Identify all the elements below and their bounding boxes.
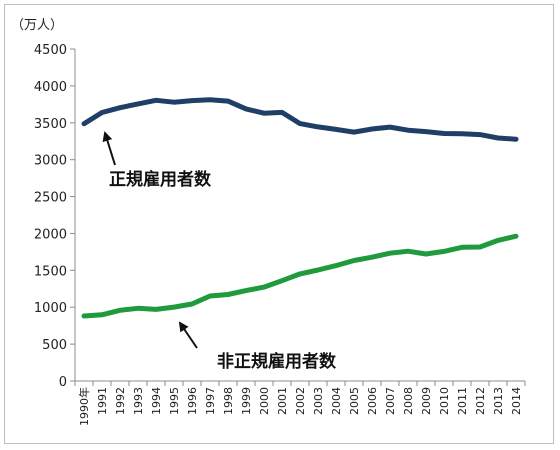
x-tick-label: 1999 <box>240 387 253 415</box>
annotation-arrow <box>178 321 198 349</box>
y-tick-label: 4500 <box>34 43 67 58</box>
x-tick-label: 1991 <box>96 387 109 415</box>
x-tick-label: 1994 <box>150 387 163 415</box>
x-tick-label: 2008 <box>402 387 415 415</box>
annotation-label: 非正規雇用者数 <box>217 351 337 372</box>
x-tick-label: 2001 <box>276 387 289 415</box>
y-axis: 0 500 1000 1500 2000 2500 3000 3500 4000 4500 <box>34 43 76 390</box>
x-tick-label: 2009 <box>420 387 433 415</box>
x-tick-label: 2013 <box>492 387 505 415</box>
x-tick-label: 1993 <box>132 387 145 415</box>
y-tick-label: 2000 <box>34 227 67 242</box>
annotation-label: 正規雇用者数 <box>109 169 212 190</box>
x-tick-label: 2014 <box>510 387 523 415</box>
line-chart: （万人） 0 500 1000 1500 2000 2500 3000 3500 4000 450… <box>11 18 526 426</box>
y-tick-label: 0 <box>59 375 67 390</box>
unit-label: （万人） <box>11 18 63 33</box>
y-tick-label: 1500 <box>34 264 67 279</box>
x-tick-label: 2010 <box>438 387 451 415</box>
chart-frame: （万人） 0 500 1000 1500 2000 2500 3000 3500 4000 450… <box>4 4 554 444</box>
y-tick-label: 1000 <box>34 301 67 316</box>
x-tick-label: 2003 <box>312 387 325 415</box>
x-tick-label: 2004 <box>330 387 343 415</box>
x-tick-label: 2007 <box>384 387 397 415</box>
x-tick-label: 1998 <box>222 387 235 415</box>
x-tick-label: 2006 <box>366 387 379 415</box>
x-tick-label: 2005 <box>348 387 361 415</box>
annotation-arrow <box>102 131 116 166</box>
x-tick-label: 1992 <box>114 387 127 415</box>
x-tick-label: 2000 <box>258 387 271 415</box>
x-axis: 1990年 1991 1992 1993 1994 1995 1996 1997 1998 199… <box>74 380 526 426</box>
y-tick-label: 500 <box>42 338 67 353</box>
x-tick-label: 1997 <box>204 387 217 415</box>
x-tick-label: 1996 <box>186 387 199 415</box>
x-tick-label: 2012 <box>474 387 487 415</box>
y-tick-label: 3000 <box>34 154 67 169</box>
x-tick-label: 1995 <box>168 387 181 415</box>
y-tick-label: 2500 <box>34 191 67 206</box>
x-tick-label: 2011 <box>456 387 469 415</box>
series-line-1 <box>81 233 519 319</box>
x-tick-label: 2002 <box>294 387 307 415</box>
y-tick-label: 3500 <box>34 117 67 132</box>
x-tick-label: 1990年 <box>77 387 91 426</box>
series-lines <box>81 97 519 319</box>
series-line-0 <box>81 97 519 142</box>
y-tick-label: 4000 <box>34 80 67 95</box>
